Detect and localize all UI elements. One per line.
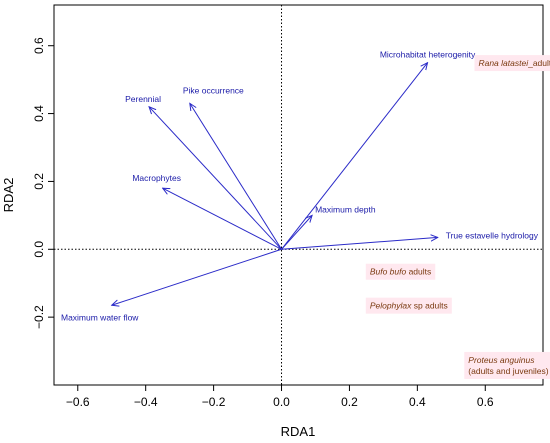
vector-label: Perennial [125, 94, 161, 104]
vector-arrow [163, 188, 282, 250]
vector-perennial: Perennial [125, 94, 282, 250]
plot-frame [53, 4, 544, 386]
y-tick-label: 0.2 [32, 173, 46, 190]
species-label: Pelophylax sp adults [370, 301, 448, 311]
species-rana-latastei: Rana latastei_adults [474, 55, 550, 72]
y-axis-title: RDA2 [1, 178, 16, 213]
x-tick-label: −0.2 [202, 395, 226, 409]
species-pelophylax: Pelophylax sp adults [365, 297, 452, 314]
y-tick-label: 0.4 [32, 105, 46, 122]
vector-label: Maximum water flow [61, 312, 139, 322]
x-tick-label: −0.4 [134, 395, 158, 409]
x-tick-label: 0.2 [341, 395, 358, 409]
species-highlight [464, 351, 550, 379]
x-axis-title: RDA1 [281, 424, 316, 439]
vector-maximum-water-flow: Maximum water flow [61, 248, 282, 322]
species-highlight [365, 297, 452, 314]
species-label: Rana latastei_adults [478, 58, 550, 68]
vector-arrow [281, 237, 438, 250]
species-label: Bufo bufo adults [370, 267, 431, 277]
reference-lines [54, 5, 543, 385]
y-tick-label: −0.2 [32, 305, 46, 329]
species-labels: Rana latastei_adults Bufo bufo adults Pelo… [365, 55, 550, 379]
species-label: Proteus anguinus [468, 355, 535, 365]
vector-arrow [281, 215, 313, 250]
species-proteus-anguinus: Proteus anguinus(adults and juveniles) [464, 351, 550, 379]
vector-macrophytes: Macrophytes [132, 173, 282, 250]
y-axis: −0.2 0.0 0.2 0.4 0.6 [32, 37, 54, 329]
x-tick-label: 0.4 [409, 395, 426, 409]
species-highlight [474, 55, 550, 72]
vector-label: Pike occurrence [183, 85, 244, 95]
vector-true-estavelle-hydrology: True estavelle hydrology [281, 230, 539, 250]
x-tick-label: 0.0 [273, 395, 290, 409]
vector-label: Microhabitat heterogenity [380, 50, 476, 60]
vector-maximum-depth: Maximum depth [281, 204, 376, 250]
vector-arrow [190, 103, 282, 250]
x-axis: −0.6 −0.4 −0.2 0.0 0.2 0.4 0.6 [66, 385, 494, 409]
y-tick-label: 0.0 [32, 241, 46, 258]
species-label-line2: (adults and juveniles) [468, 366, 548, 376]
vector-arrow [281, 63, 428, 250]
vector-pike-occurrence: Pike occurrence [183, 85, 282, 250]
species-highlight [365, 263, 436, 280]
vector-label: Macrophytes [132, 173, 181, 183]
x-tick-label: −0.6 [66, 395, 90, 409]
species-bufo-bufo: Bufo bufo adults [365, 263, 436, 280]
y-tick-label: 0.6 [32, 37, 46, 54]
vector-label: Maximum depth [315, 204, 376, 214]
vector-arrow [112, 248, 282, 305]
vector-arrow [149, 107, 282, 250]
vector-microhabitat-heterogenity: Microhabitat heterogenity [281, 50, 476, 250]
vector-label: True estavelle hydrology [446, 230, 539, 240]
x-tick-label: 0.6 [477, 395, 494, 409]
environmental-vectors: Microhabitat heterogenity Pike occurrence… [61, 50, 539, 323]
